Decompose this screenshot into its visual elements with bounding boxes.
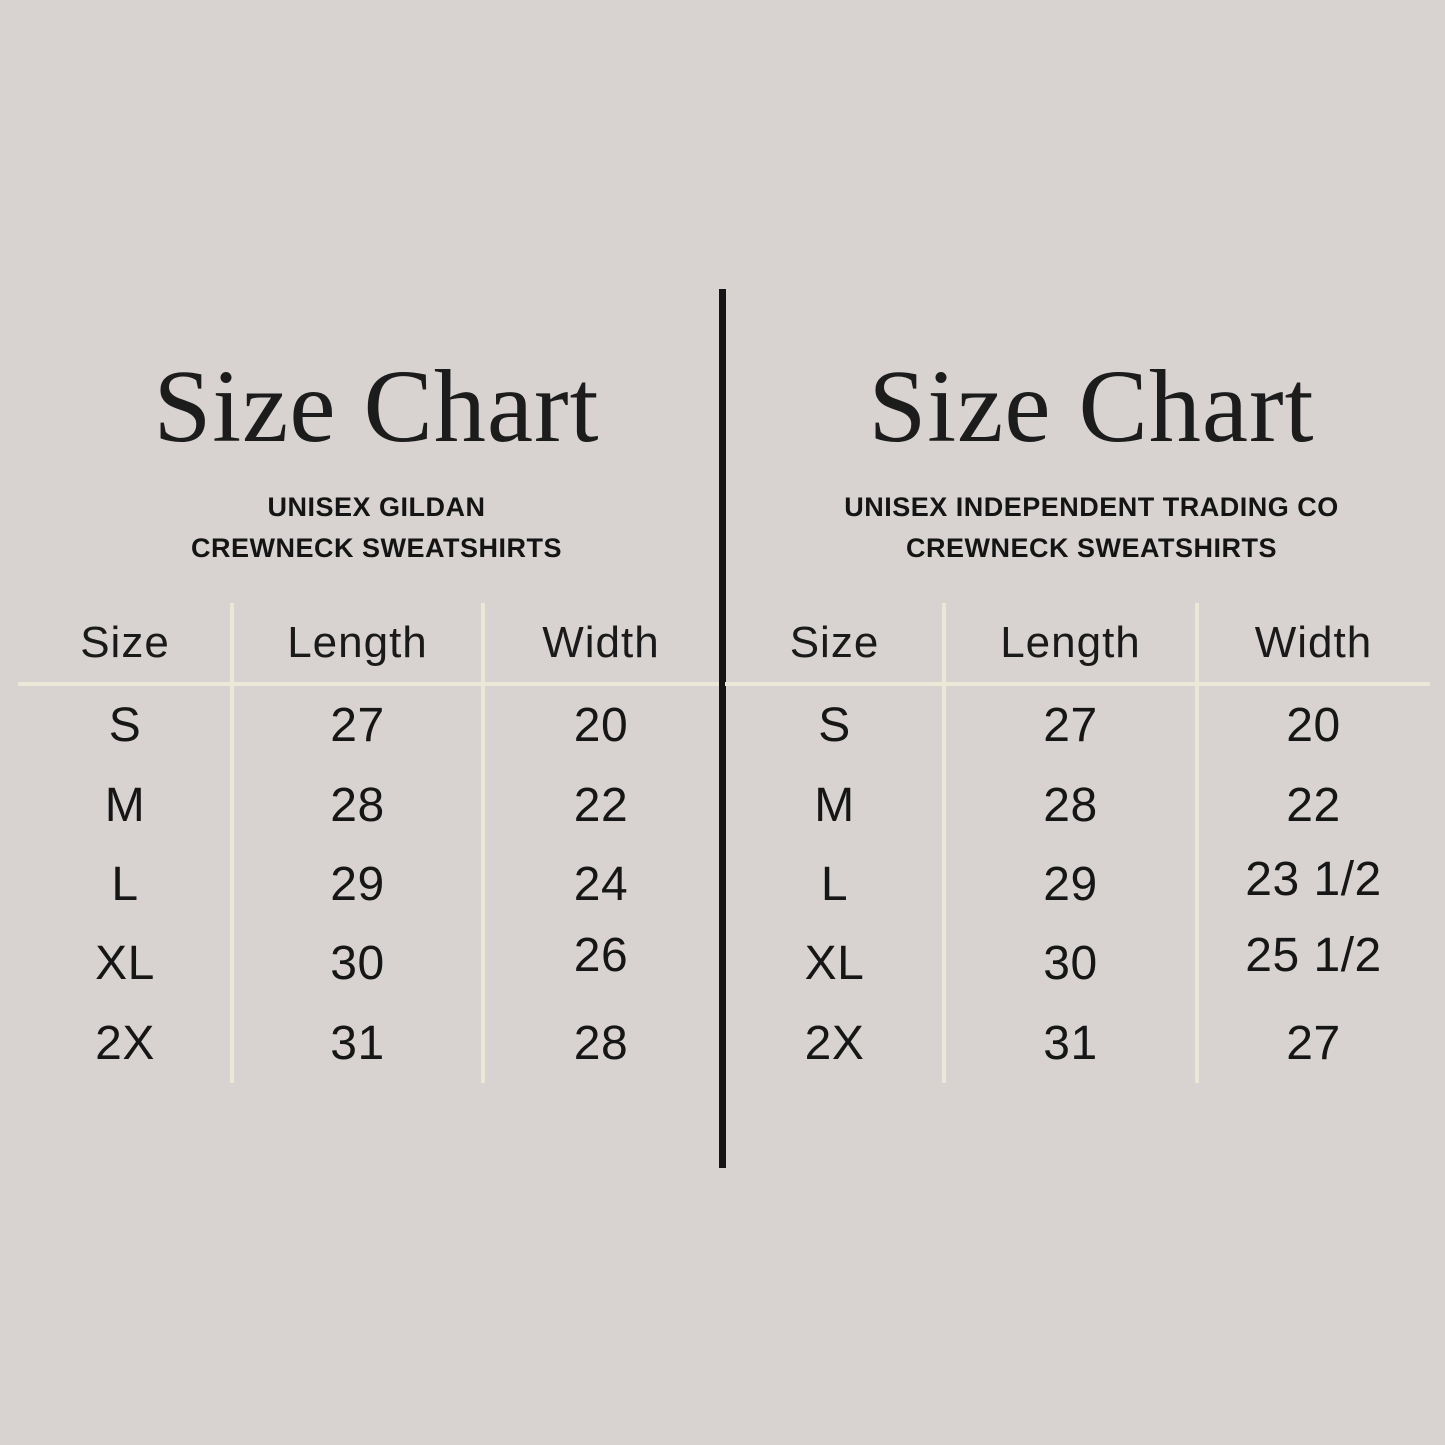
- length-cell: 31: [330, 1016, 385, 1070]
- width-cell: 26: [573, 929, 629, 983]
- length-cell: 29: [330, 857, 385, 911]
- table-row: 2X 31 28: [18, 1004, 719, 1083]
- left-size-table: Size Length Width S 27 20 M 28 22 L 29 2…: [18, 603, 719, 1083]
- right-table-column-divider-1: [942, 603, 946, 1083]
- column-header-length: Length: [287, 617, 428, 667]
- length-cell: 27: [1043, 699, 1098, 753]
- width-cell: 28: [573, 1016, 629, 1070]
- width-cell: 20: [1286, 699, 1341, 753]
- column-header-size: Size: [80, 617, 170, 667]
- length-cell: 27: [330, 699, 385, 753]
- table-row: S 27 20: [725, 686, 1430, 765]
- length-cell: 28: [330, 778, 385, 832]
- size-cell: L: [111, 857, 139, 911]
- right-table-header-row: Size Length Width: [725, 603, 1430, 682]
- table-row: 2X 31 27: [725, 1004, 1430, 1083]
- table-row: M 28 22: [18, 765, 719, 844]
- left-subtitle-line-2: CREWNECK SWEATSHIRTS: [191, 533, 562, 563]
- size-cell: L: [820, 857, 849, 911]
- size-cell: S: [818, 699, 851, 753]
- size-cell: M: [814, 778, 855, 832]
- length-cell: 28: [1043, 778, 1098, 832]
- right-chart-title: Size Chart: [868, 349, 1315, 464]
- right-table-header-rule: [725, 682, 1430, 686]
- right-table-column-divider-2: [1195, 603, 1199, 1083]
- right-size-table: Size Length Width S 27 20 M 28 22 L 29 2…: [725, 603, 1430, 1083]
- table-row: L 29 24: [18, 845, 719, 924]
- column-header-length: Length: [1000, 617, 1141, 667]
- left-chart-subtitle: UNISEX GILDAN CREWNECK SWEATSHIRTS: [26, 487, 727, 569]
- length-cell: 31: [1043, 1016, 1098, 1070]
- table-row: S 27 20: [18, 686, 719, 765]
- left-table-column-divider-2: [481, 603, 485, 1083]
- left-table-column-divider-1: [230, 603, 234, 1083]
- left-table-header-row: Size Length Width: [18, 603, 719, 682]
- right-chart-subtitle: UNISEX INDEPENDENT TRADING CO CREWNECK S…: [739, 487, 1444, 569]
- size-cell: S: [108, 699, 142, 753]
- right-table-body: S 27 20 M 28 22 L 29 23 1/2 XL 30 25 1/2…: [725, 686, 1430, 1083]
- width-cell: 22: [573, 778, 629, 832]
- right-subtitle-line-1: UNISEX INDEPENDENT TRADING CO: [844, 492, 1339, 522]
- width-cell: 25 1/2: [1245, 929, 1382, 983]
- column-header-size: Size: [789, 617, 880, 667]
- table-row: M 28 22: [725, 765, 1430, 844]
- length-cell: 29: [1043, 857, 1098, 911]
- size-cell: 2X: [804, 1016, 865, 1070]
- center-divider-line: [719, 289, 726, 1168]
- size-cell: XL: [804, 937, 865, 991]
- table-row: XL 30 25 1/2: [725, 924, 1430, 1003]
- width-cell: 20: [573, 699, 629, 753]
- right-subtitle-line-2: CREWNECK SWEATSHIRTS: [906, 533, 1277, 563]
- left-subtitle-line-1: UNISEX GILDAN: [267, 492, 486, 522]
- column-header-width: Width: [542, 617, 660, 667]
- length-cell: 30: [330, 937, 385, 991]
- width-cell: 22: [1286, 778, 1341, 832]
- size-cell: M: [104, 778, 146, 832]
- column-header-width: Width: [1254, 617, 1373, 667]
- size-cell: XL: [95, 937, 155, 991]
- width-cell: 27: [1286, 1016, 1341, 1070]
- left-chart-title: Size Chart: [153, 349, 600, 464]
- size-cell: 2X: [95, 1016, 155, 1070]
- left-table-header-rule: [18, 682, 719, 686]
- table-row: XL 30 26: [18, 924, 719, 1003]
- width-cell: 24: [573, 857, 629, 911]
- length-cell: 30: [1043, 937, 1098, 991]
- left-table-body: S 27 20 M 28 22 L 29 24 XL 30 26 2X 31: [18, 686, 719, 1083]
- width-cell: 23 1/2: [1245, 852, 1382, 906]
- table-row: L 29 23 1/2: [725, 845, 1430, 924]
